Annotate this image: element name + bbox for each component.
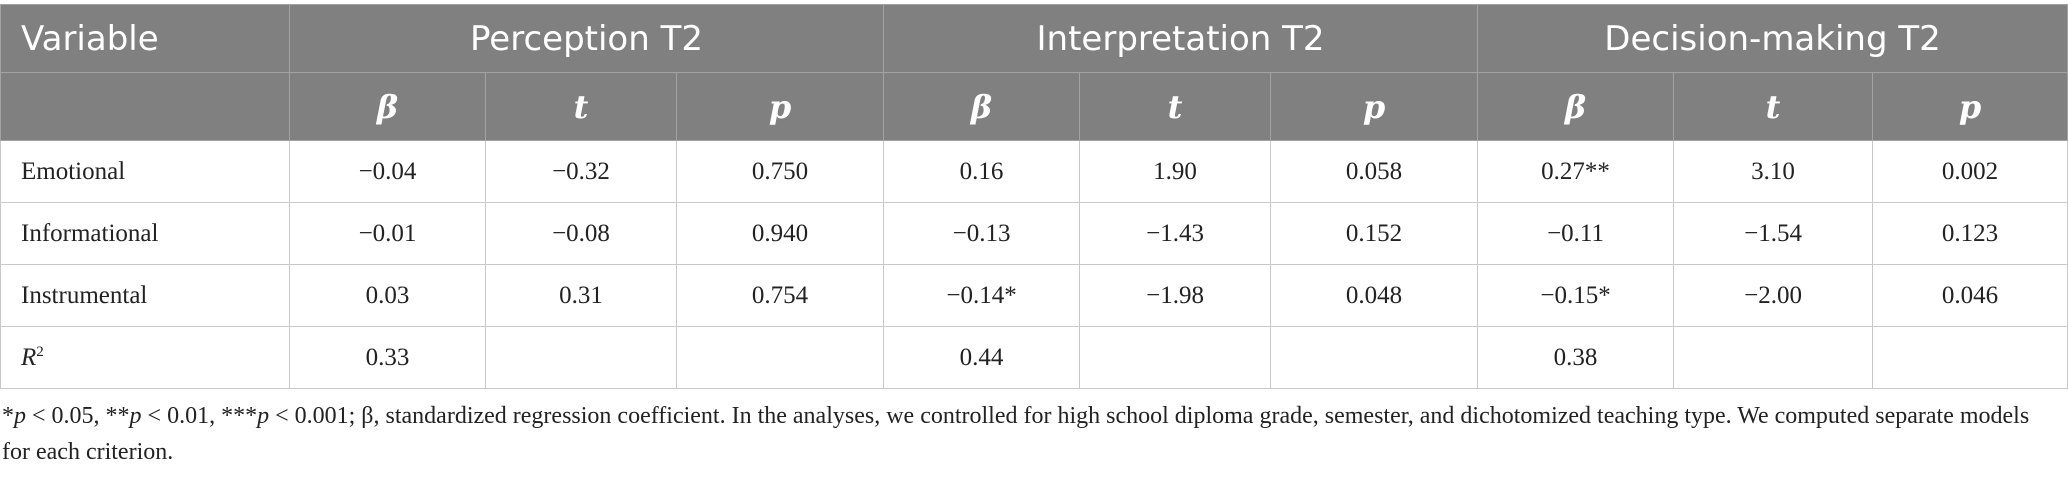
- table-cell: −1.98: [1079, 264, 1272, 327]
- table-cell: 3.10: [1673, 140, 1874, 203]
- row-label: Instrumental: [0, 264, 290, 327]
- table-cell: [1673, 326, 1874, 389]
- table-cell: 0.754: [675, 264, 885, 327]
- table-cell: 0.048: [1270, 264, 1479, 327]
- table-cell: [1872, 326, 2068, 389]
- header-p: p: [1872, 72, 2068, 141]
- table-cell: −0.04: [289, 140, 486, 203]
- header-beta: β: [883, 72, 1081, 141]
- table-cell: −1.43: [1079, 202, 1272, 265]
- table-row-informational: Informational −0.01 −0.08 0.940 −0.13 −1…: [0, 202, 2068, 265]
- table-cell: −0.32: [485, 140, 677, 203]
- regression-table-container: Variable Perception T2 Interpretation T2…: [0, 4, 2068, 389]
- header-t: t: [485, 72, 677, 141]
- table-cell: −2.00: [1673, 264, 1874, 327]
- header-row-groups: Variable Perception T2 Interpretation T2…: [0, 4, 2068, 73]
- header-p: p: [1270, 72, 1479, 141]
- table-footnote: *p < 0.05, **p < 0.01, ***p < 0.001; β, …: [2, 403, 2030, 465]
- header-beta: β: [1477, 72, 1675, 141]
- table-cell: 0.002: [1872, 140, 2068, 203]
- table-cell: −0.15*: [1477, 264, 1675, 327]
- regression-table: Variable Perception T2 Interpretation T2…: [0, 4, 2068, 389]
- table-cell: −0.14*: [883, 264, 1081, 327]
- table-cell: 0.940: [675, 202, 885, 265]
- table-cell: [485, 326, 677, 389]
- table-cell: 0.152: [1270, 202, 1479, 265]
- header-p: p: [675, 72, 885, 141]
- table-cell: 0.33: [289, 326, 486, 389]
- table-cell: −0.08: [485, 202, 677, 265]
- r-squared-base: R: [21, 343, 37, 371]
- header-interpretation: Interpretation T2: [883, 4, 1479, 73]
- row-label-r-squared: R2: [0, 326, 290, 389]
- table-cell: [1270, 326, 1479, 389]
- table-cell: [675, 326, 885, 389]
- header-t: t: [1673, 72, 1874, 141]
- table-cell: 1.90: [1079, 140, 1272, 203]
- table-row-r-squared: R2 0.33 0.44 0.38: [0, 326, 2068, 389]
- table-cell: −0.11: [1477, 202, 1675, 265]
- table-cell: 0.03: [289, 264, 486, 327]
- header-row-stats: β t p β t p β t p: [0, 72, 2068, 141]
- table-cell: 0.27**: [1477, 140, 1675, 203]
- table-cell: 0.44: [883, 326, 1081, 389]
- table-cell: 0.058: [1270, 140, 1479, 203]
- header-t: t: [1079, 72, 1272, 141]
- table-cell: −0.01: [289, 202, 486, 265]
- table-row-instrumental: Instrumental 0.03 0.31 0.754 −0.14* −1.9…: [0, 264, 2068, 327]
- row-label: Emotional: [0, 140, 290, 203]
- header-perception: Perception T2: [288, 4, 885, 73]
- r-squared-superscript: 2: [36, 343, 44, 360]
- header-blank: [0, 72, 290, 141]
- table-cell: 0.750: [675, 140, 885, 203]
- table-cell: 0.16: [883, 140, 1081, 203]
- table-cell: −1.54: [1673, 202, 1874, 265]
- row-label: Informational: [0, 202, 290, 265]
- header-variable: Variable: [0, 4, 290, 73]
- header-beta: β: [289, 72, 486, 141]
- table-row-emotional: Emotional −0.04 −0.32 0.750 0.16 1.90 0.…: [0, 140, 2068, 203]
- table-cell: 0.123: [1872, 202, 2068, 265]
- table-cell: [1079, 326, 1272, 389]
- table-cell: 0.38: [1477, 326, 1675, 389]
- table-cell: 0.046: [1872, 264, 2068, 327]
- table-cell: 0.31: [485, 264, 677, 327]
- table-cell: −0.13: [883, 202, 1081, 265]
- header-decision-making: Decision-making T2: [1477, 4, 2068, 73]
